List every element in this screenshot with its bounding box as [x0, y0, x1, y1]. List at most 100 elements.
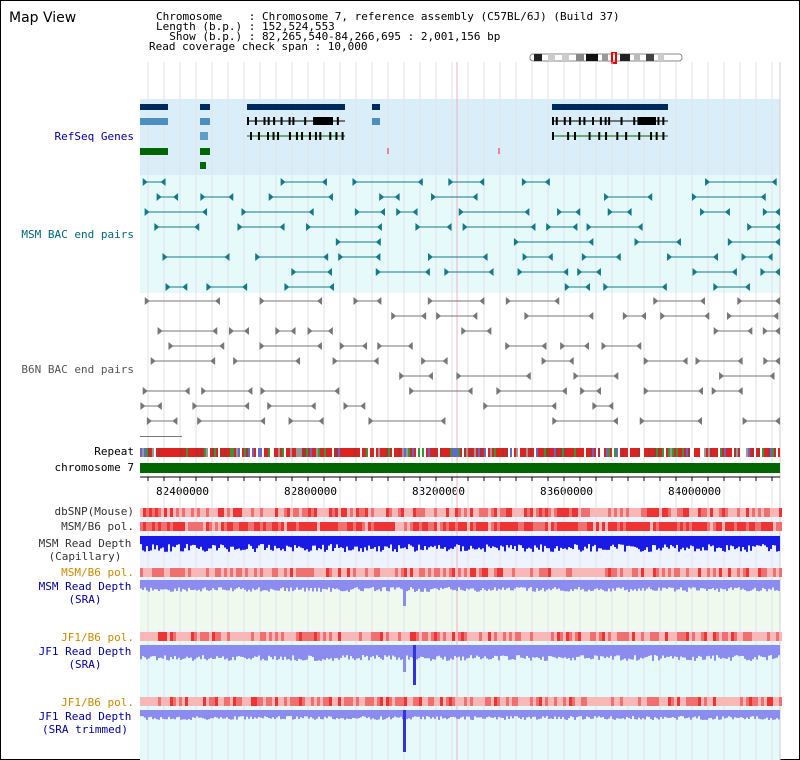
- pol-cell: [539, 508, 542, 517]
- depth-bar: [142, 710, 144, 717]
- depth-bar: [162, 536, 164, 548]
- depth-bar: [568, 536, 570, 548]
- pol-cell: [755, 568, 758, 577]
- bac-end: [737, 297, 743, 305]
- depth-bar: [230, 710, 232, 720]
- msm-b6-pol-label[interactable]: MSM/B6 pol.: [61, 520, 134, 533]
- depth-bar: [420, 536, 422, 550]
- pol-cell: [617, 508, 620, 517]
- pol-cell: [578, 508, 581, 517]
- depth-bar: [680, 536, 682, 550]
- jf1-b6-pol-label-2[interactable]: JF1/B6 pol.: [61, 696, 134, 709]
- depth-bar: [726, 710, 728, 718]
- depth-bar: [552, 580, 554, 589]
- depth-bar: [560, 580, 562, 591]
- pol-cell: [176, 697, 179, 706]
- depth-bar: [546, 536, 548, 549]
- pol-cell: [656, 697, 659, 706]
- depth-bar: [403, 710, 406, 752]
- depth-bar: [602, 580, 604, 591]
- depth-bar: [430, 580, 432, 590]
- bac-end: [719, 372, 725, 380]
- depth-bar: [160, 645, 162, 658]
- depth-bar: [266, 580, 268, 591]
- msm-b6-pol-label-2[interactable]: MSM/B6 pol.: [61, 566, 134, 579]
- repeat-feature: [764, 448, 766, 457]
- depth-bar: [256, 710, 258, 719]
- pol-cell: [197, 632, 200, 641]
- depth-bar: [720, 645, 722, 659]
- depth-bar: [666, 710, 668, 718]
- depth-bar: [424, 580, 426, 589]
- depth-bar: [208, 536, 210, 549]
- repeat-feature: [766, 448, 768, 457]
- pol-cell: [452, 697, 455, 706]
- jf1-b6-pol-label[interactable]: JF1/B6 pol.: [61, 631, 134, 644]
- depth-bar: [426, 580, 428, 592]
- pol-cell: [674, 632, 677, 641]
- depth-bar: [446, 536, 448, 552]
- depth-bar: [544, 645, 546, 661]
- depth-bar: [538, 710, 540, 720]
- bac-end: [308, 208, 314, 216]
- pol-cell: [278, 568, 281, 577]
- depth-bar: [240, 536, 242, 551]
- exon: [633, 117, 636, 125]
- depth-bar: [346, 580, 348, 591]
- pol-cell: [293, 522, 296, 531]
- bac-end: [557, 208, 563, 216]
- pol-cell: [200, 568, 203, 577]
- pol-cell: [632, 522, 635, 531]
- pol-cell: [665, 697, 668, 706]
- b6n-bac-label[interactable]: B6N BAC end pairs: [21, 363, 134, 376]
- msm-bac-label[interactable]: MSM BAC end pairs: [21, 228, 134, 241]
- depth-bar: [240, 580, 242, 590]
- dbsnp-label[interactable]: dbSNP(Mouse): [54, 505, 134, 518]
- jf1-depth-trimmed-label[interactable]: JF1 Read Depth (SRA trimmed): [30, 710, 140, 736]
- repeat-feature: [648, 448, 650, 457]
- msm-depth-capillary-label[interactable]: MSM Read Depth (Capillary): [30, 537, 140, 563]
- depth-bar: [692, 645, 694, 657]
- jf1-depth-sra-label[interactable]: JF1 Read Depth (SRA): [30, 645, 140, 671]
- pol-cell: [155, 568, 158, 577]
- pol-cell: [362, 508, 365, 517]
- depth-bar: [570, 580, 572, 590]
- pol-cell: [422, 697, 425, 706]
- repeat-feature: [434, 448, 436, 457]
- depth-bar: [424, 645, 426, 659]
- pol-cell: [761, 697, 764, 706]
- depth-bar: [368, 536, 370, 546]
- depth-bar: [194, 645, 196, 660]
- depth-bar: [674, 645, 676, 657]
- depth-bar: [352, 710, 354, 718]
- bac-end: [626, 208, 632, 216]
- depth-bar: [724, 580, 726, 590]
- refseq-genes-label[interactable]: RefSeq Genes: [54, 130, 134, 143]
- depth-bar: [504, 536, 506, 552]
- repeat-feature: [520, 448, 522, 457]
- pol-cell: [551, 568, 554, 577]
- pol-cell: [170, 632, 173, 641]
- depth-bar: [258, 580, 260, 588]
- bac-end: [200, 193, 206, 201]
- pol-cell: [671, 632, 674, 641]
- pol-cell: [575, 508, 578, 517]
- pol-cell: [275, 697, 278, 706]
- pol-cell: [479, 522, 482, 531]
- depth-bar: [468, 580, 470, 590]
- depth-bar: [474, 645, 476, 658]
- depth-bar: [568, 645, 570, 658]
- pol-cell: [272, 568, 275, 577]
- msm-depth-sra-label[interactable]: MSM Read Depth (SRA): [30, 580, 140, 606]
- pol-cell: [413, 508, 416, 517]
- pol-cell: [419, 522, 422, 531]
- pol-cell: [191, 522, 194, 531]
- chromosome-ideogram[interactable]: [528, 52, 686, 64]
- depth-bar: [616, 710, 618, 719]
- pol-cell: [608, 697, 611, 706]
- pol-cell: [140, 568, 143, 577]
- pol-cell: [440, 508, 443, 517]
- depth-bar: [410, 710, 412, 720]
- pol-cell: [215, 522, 218, 531]
